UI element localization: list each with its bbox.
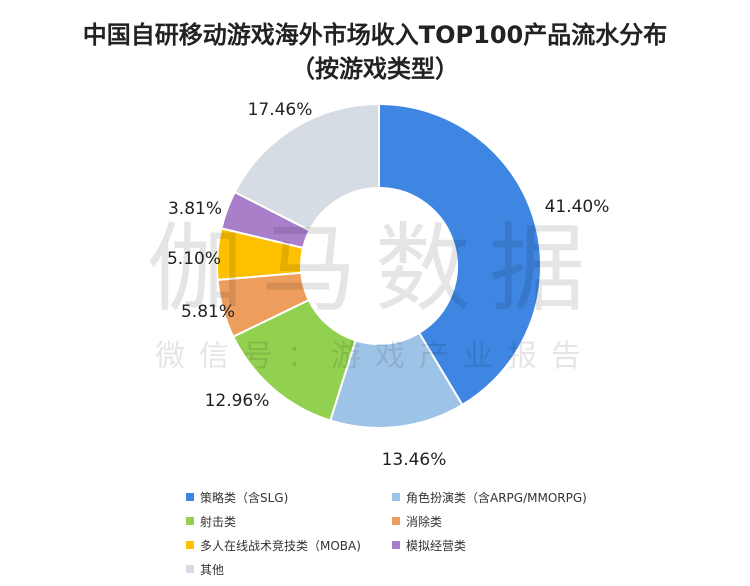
slice-data-label: 5.81% <box>181 302 235 322</box>
watermark-small: 微信号：游戏产业报告 <box>155 339 595 374</box>
slice-data-label: 13.46% <box>382 450 447 470</box>
legend-item: 其他 <box>186 560 392 578</box>
legend-label: 角色扮演类（含ARPG/MMORPG) <box>406 490 587 505</box>
slice-data-label: 17.46% <box>248 100 313 120</box>
legend-item: 策略类（含SLG) <box>186 488 392 506</box>
legend-item: 角色扮演类（含ARPG/MMORPG) <box>392 488 692 506</box>
legend-swatch <box>186 541 194 549</box>
legend-label: 射击类 <box>200 514 237 529</box>
legend-swatch <box>392 493 400 501</box>
slice-data-label: 3.81% <box>168 199 222 219</box>
legend-item: 射击类 <box>186 512 392 530</box>
legend-label: 其他 <box>200 562 225 577</box>
chart-title-line1: 中国自研移动游戏海外市场收入TOP100产品流水分布 <box>82 21 668 49</box>
legend-swatch <box>392 517 400 525</box>
slice-labels: 41.40% 13.46% 12.96% 5.81% 5.10% 3.81% 17.46% <box>167 100 609 470</box>
legend-swatch <box>186 517 194 525</box>
legend-label: 消除类 <box>406 514 443 529</box>
donut-slice <box>378 102 542 407</box>
donut-slice <box>233 102 380 232</box>
slice-data-label: 12.96% <box>205 391 270 411</box>
chart-legend: 策略类（含SLG) 角色扮演类（含ARPG/MMORPG) 射击类 消除类多人在线战术… <box>186 488 706 578</box>
legend-item: 模拟经营类 <box>392 536 692 554</box>
legend-item: 消除类 <box>392 512 692 530</box>
legend-swatch <box>186 565 194 573</box>
legend-label: 策略类（含SLG) <box>200 490 289 505</box>
legend-item: 多人在线战术竞技类（MOBA) <box>186 536 392 554</box>
slice-data-label: 5.10% <box>167 249 221 269</box>
legend-swatch <box>186 493 194 501</box>
legend-swatch <box>392 541 400 549</box>
chart-title-line2: （按游戏类型） <box>291 55 459 83</box>
legend-label: 模拟经营类 <box>406 538 467 553</box>
slice-data-label: 41.40% <box>545 197 610 217</box>
donut-slices <box>216 102 542 429</box>
watermark-big: 伽马数据 <box>147 213 603 325</box>
legend-label: 多人在线战术竞技类（MOBA) <box>200 538 361 553</box>
